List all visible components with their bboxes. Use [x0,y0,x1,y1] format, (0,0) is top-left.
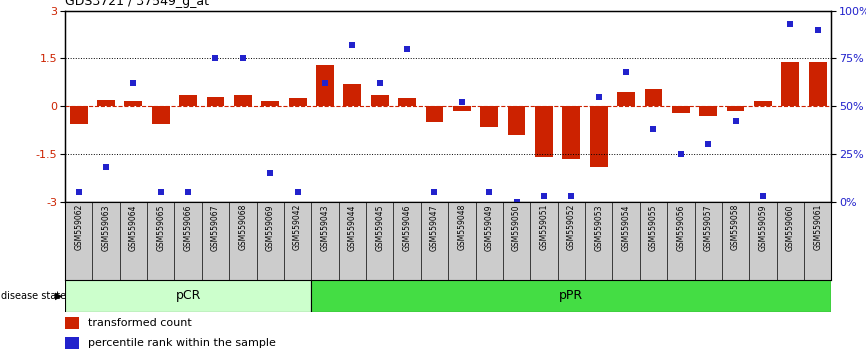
Point [565,193,578,199]
Point [318,80,332,86]
Point [263,170,277,176]
Bar [672,106,689,113]
Point [291,189,305,195]
Text: GSM559063: GSM559063 [101,204,111,251]
Text: GSM559069: GSM559069 [266,204,275,251]
Text: GSM559045: GSM559045 [375,204,385,251]
Text: GSM559044: GSM559044 [348,204,357,251]
Text: GSM559066: GSM559066 [184,204,192,251]
Point [428,189,442,195]
Bar [754,101,772,106]
Text: GSM559051: GSM559051 [540,204,548,251]
Text: pPR: pPR [559,289,584,302]
Text: GSM559057: GSM559057 [704,204,713,251]
Bar [97,100,115,106]
Bar [398,98,416,106]
Point [591,94,605,99]
Text: ▶: ▶ [55,291,62,301]
Bar [481,106,498,127]
Text: GSM559046: GSM559046 [403,204,411,251]
Point [701,142,715,147]
Text: GSM559047: GSM559047 [430,204,439,251]
Bar [371,95,389,106]
Bar [425,106,443,122]
Point [455,99,469,105]
Point [728,119,742,124]
Text: disease state: disease state [1,291,66,301]
Text: GSM559049: GSM559049 [485,204,494,251]
Point [346,42,359,48]
Bar [344,84,361,106]
Point [209,56,223,61]
Bar [699,106,717,116]
Point [811,27,824,33]
Point [510,199,524,205]
Text: GSM559062: GSM559062 [74,204,83,251]
Point [619,69,633,75]
Bar [507,106,526,135]
Bar [809,62,826,106]
Point [72,189,86,195]
Bar [562,106,580,159]
Text: GSM559065: GSM559065 [156,204,165,251]
Text: GSM559061: GSM559061 [813,204,822,251]
Bar [234,95,252,106]
Bar [453,106,471,111]
Point [674,151,688,157]
Bar [152,106,170,124]
Text: GSM559058: GSM559058 [731,204,740,251]
Text: GSM559053: GSM559053 [594,204,604,251]
Bar [65,337,79,349]
Point [482,189,496,195]
Text: GSM559043: GSM559043 [320,204,329,251]
Bar [727,106,745,111]
Text: GSM559059: GSM559059 [759,204,767,251]
FancyBboxPatch shape [65,280,311,312]
Bar [288,98,307,106]
Text: pCR: pCR [176,289,201,302]
Text: GSM559050: GSM559050 [512,204,521,251]
Text: GSM559048: GSM559048 [457,204,466,251]
Point [181,189,195,195]
Text: GSM559056: GSM559056 [676,204,685,251]
Text: GSM559042: GSM559042 [293,204,302,251]
Bar [644,88,662,106]
Point [537,193,551,199]
Bar [207,97,224,106]
Text: percentile rank within the sample: percentile rank within the sample [88,338,275,348]
Text: GSM559068: GSM559068 [238,204,248,251]
Bar [316,65,334,106]
Bar [781,62,799,106]
Bar [125,101,142,106]
Point [400,46,414,52]
Text: GSM559060: GSM559060 [785,204,795,251]
Bar [179,95,197,106]
Bar [590,106,608,167]
Text: GSM559055: GSM559055 [649,204,658,251]
Point [756,193,770,199]
Text: transformed count: transformed count [88,318,191,327]
Point [784,21,798,27]
Text: GSM559054: GSM559054 [622,204,630,251]
Bar [70,106,87,124]
Text: GDS3721 / 37549_g_at: GDS3721 / 37549_g_at [65,0,209,8]
Point [372,80,386,86]
Point [99,165,113,170]
Text: GSM559052: GSM559052 [567,204,576,251]
Bar [617,92,635,106]
Bar [65,316,79,329]
Bar [262,101,279,106]
Bar [535,106,553,157]
Text: GSM559064: GSM559064 [129,204,138,251]
FancyBboxPatch shape [311,280,831,312]
Point [154,189,168,195]
Point [647,126,661,132]
Point [236,56,249,61]
Point [126,80,140,86]
Text: GSM559067: GSM559067 [211,204,220,251]
